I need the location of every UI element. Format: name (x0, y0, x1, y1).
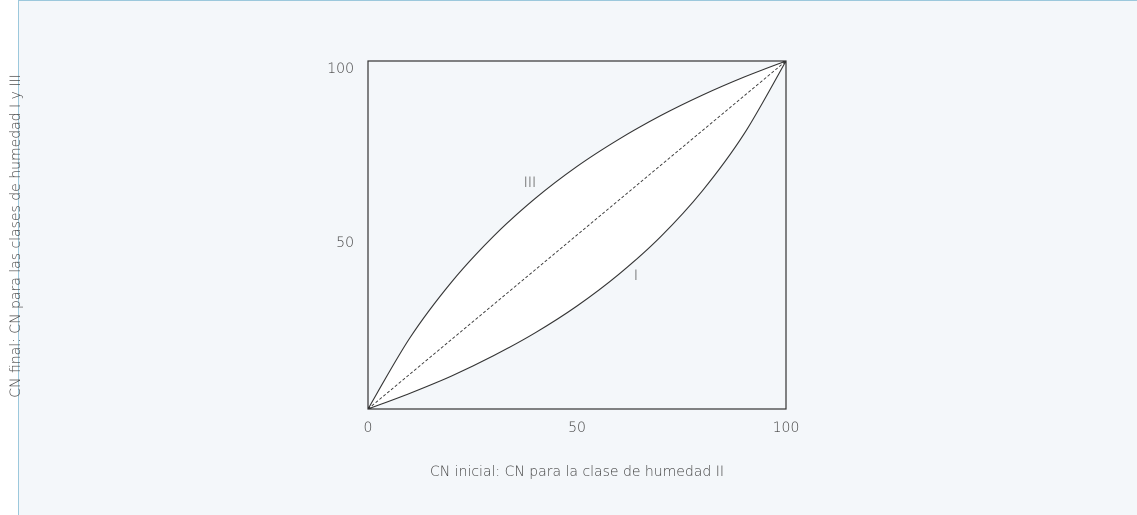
x-tick-label: 100 (773, 420, 800, 436)
curve (367, 60, 787, 410)
x-tick-label: 0 (364, 420, 373, 436)
curve-label: I (634, 268, 638, 284)
curve-label: III (524, 175, 536, 191)
x-axis-label: CN inicial: CN para la clase de humedad … (430, 464, 724, 480)
y-tick-label: 50 (336, 235, 354, 251)
y-tick-label: 100 (327, 61, 354, 77)
curve (367, 60, 787, 410)
x-tick-label: 50 (568, 420, 586, 436)
plot-frame (367, 60, 787, 410)
y-axis-label: CN final: CN para las clases de humedad … (8, 74, 24, 397)
curve (367, 60, 787, 410)
